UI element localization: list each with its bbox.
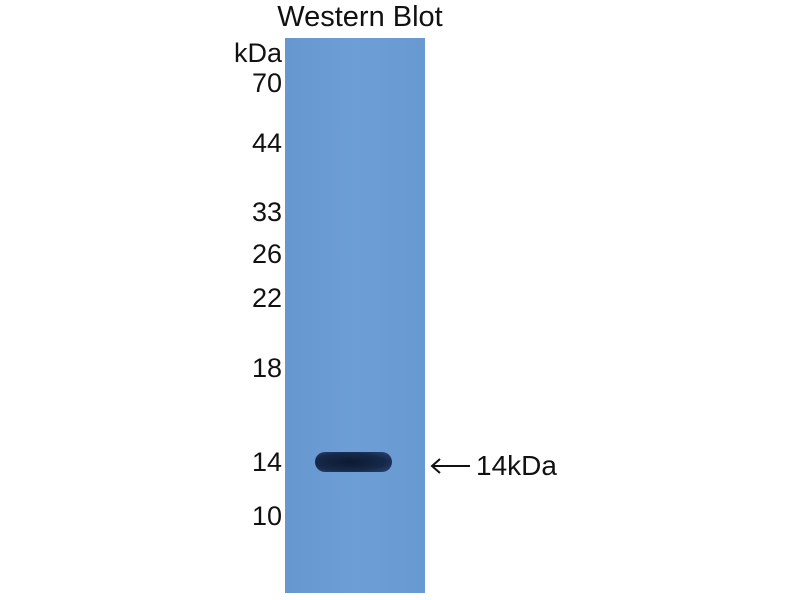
marker-18: 18 [251,353,282,383]
marker-70: 70 [251,68,282,98]
unit-label: kDa [233,38,282,68]
marker-10: 10 [251,501,282,531]
marker-22: 22 [251,283,282,313]
marker-44: 44 [251,128,282,158]
band-size-label: 14kDa [476,450,557,481]
figure-title: Western Blot [277,1,443,33]
protein-band [315,452,392,472]
marker-26: 26 [251,239,282,269]
marker-14: 14 [251,447,282,477]
marker-33: 33 [251,197,282,227]
blot-membrane [285,38,425,593]
arrow-left-icon [430,458,470,474]
band-annotation: 14kDa [430,450,557,482]
